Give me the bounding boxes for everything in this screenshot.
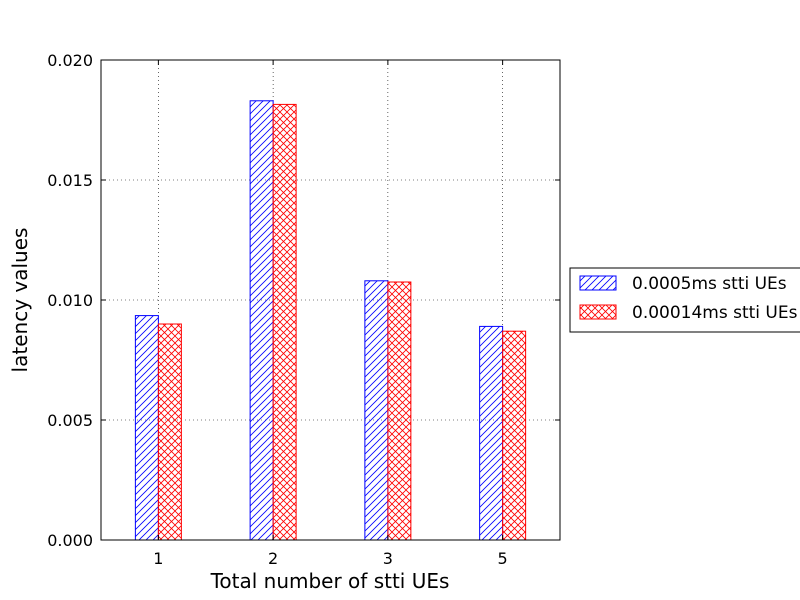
bar-series-2-cat-5 bbox=[502, 330, 527, 541]
x-tick-label: 1 bbox=[153, 549, 163, 568]
bar-series-1-cat-5 bbox=[479, 325, 504, 541]
axis-ticks: 0.000 0.005 0.010 0.015 0.020 1 2 3 5 bbox=[47, 51, 560, 568]
bar-series-1-cat-2 bbox=[249, 100, 274, 541]
bar-series-2-cat-2 bbox=[272, 103, 297, 541]
legend-swatch-series-2 bbox=[579, 304, 617, 320]
bar-series-2-cat-1 bbox=[157, 323, 182, 541]
y-tick-label: 0.000 bbox=[47, 531, 93, 550]
bar-series-2-cat-3 bbox=[387, 281, 412, 541]
x-tick-label: 5 bbox=[498, 549, 508, 568]
legend-swatch-series-1 bbox=[579, 275, 617, 291]
y-tick-label: 0.020 bbox=[47, 51, 93, 70]
y-tick-label: 0.010 bbox=[47, 291, 93, 310]
bar-series-1-cat-1 bbox=[134, 315, 159, 541]
legend-label-series-1: 0.0005ms stti UEs bbox=[632, 274, 787, 294]
x-axis-label: Total number of stti UEs bbox=[210, 569, 450, 593]
x-tick-label: 2 bbox=[268, 549, 278, 568]
x-tick-label: 3 bbox=[383, 549, 393, 568]
legend-label-series-2: 0.00014ms stti UEs bbox=[632, 303, 798, 323]
bar-series-1-cat-3 bbox=[364, 280, 389, 541]
legend: 0.0005ms stti UEs 0.00014ms stti UEs bbox=[569, 267, 800, 333]
y-tick-label: 0.015 bbox=[47, 171, 93, 190]
y-tick-label: 0.005 bbox=[47, 411, 93, 430]
y-axis-label: latency values bbox=[8, 228, 32, 373]
